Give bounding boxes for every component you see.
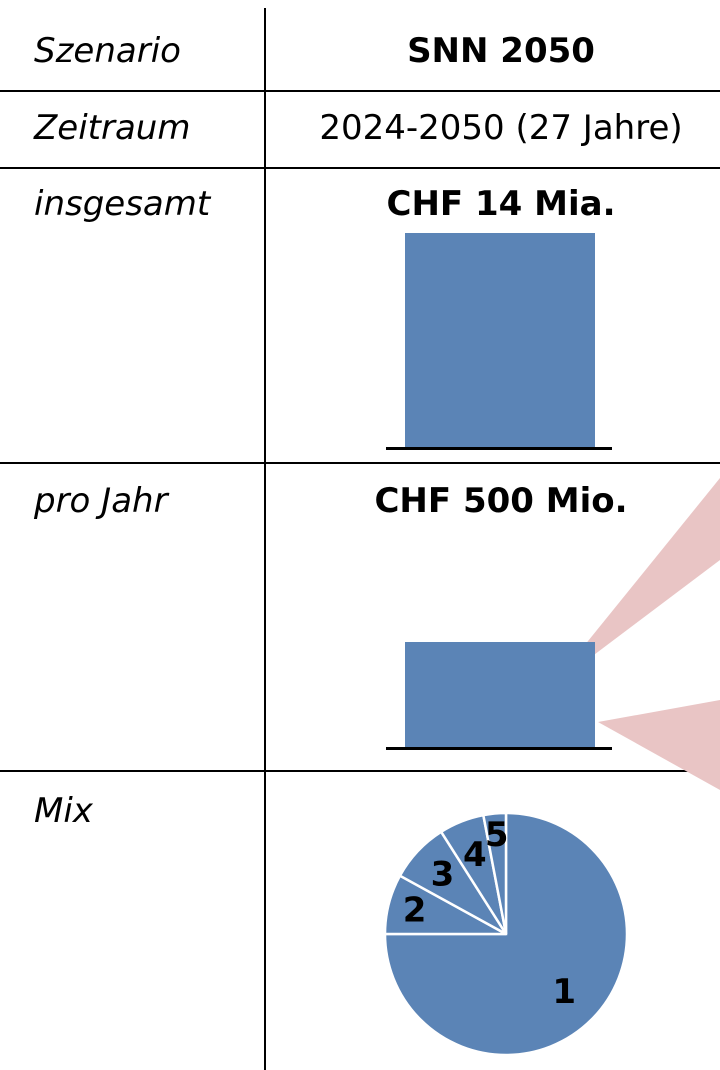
pie-slice-5 [481,811,508,935]
scenario-value: SNN 2050 [407,31,595,71]
row-divider-4 [0,770,720,772]
row-label-insgesamt: insgesamt [34,184,211,224]
pie-label-2: 2 [403,891,427,931]
period-value: 2024-2050 (27 Jahre) [319,108,683,148]
row-divider-2 [0,167,720,169]
pie-label-5: 5 [485,815,509,855]
pie-label-1: 1 [552,972,576,1012]
column-divider [264,8,266,1070]
row-label-zeitraum: Zeitraum [34,108,191,148]
row-label-mix: Mix [34,791,93,831]
row-divider-1 [0,90,720,92]
row-label-szenario: Szenario [34,31,181,71]
total-bar [405,233,595,447]
annual-bar [405,642,595,747]
pie-label-3: 3 [431,854,455,894]
row-divider-3 [0,462,720,464]
total-value-label: CHF 14 Mia. [386,184,616,224]
callout-wedge-mix [598,700,720,790]
row-label-pro-jahr: pro Jahr [34,481,168,521]
pie-label-4: 4 [463,835,487,875]
annual-value-label: CHF 500 Mio. [374,481,628,521]
callout-wedge-annual [550,478,720,688]
